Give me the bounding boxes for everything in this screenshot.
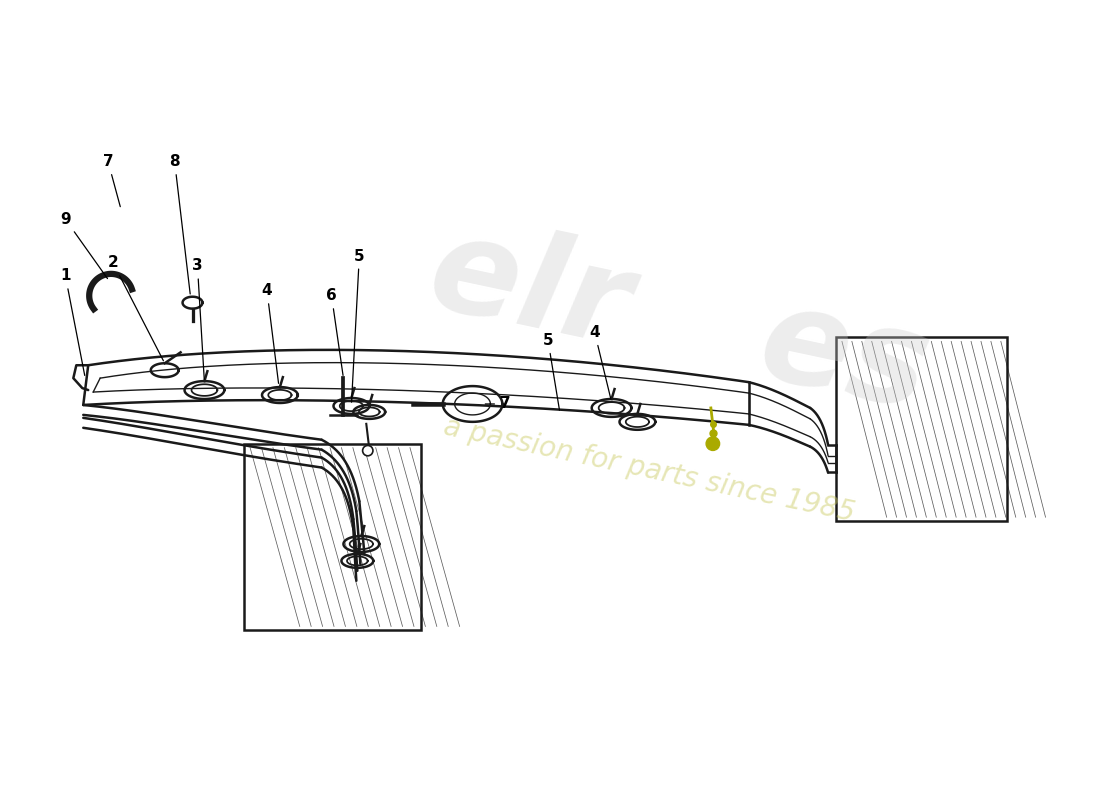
Text: 9: 9 <box>60 212 108 278</box>
Text: 3: 3 <box>192 258 205 379</box>
Bar <box>836 338 1006 521</box>
Circle shape <box>363 446 373 456</box>
Text: 2: 2 <box>108 255 164 361</box>
Text: 6: 6 <box>327 288 343 375</box>
Text: elr   es: elr es <box>418 206 939 435</box>
Text: 7: 7 <box>102 154 120 206</box>
Text: 4: 4 <box>590 325 610 399</box>
Bar <box>244 444 421 630</box>
Text: 7: 7 <box>485 397 510 411</box>
Text: 4: 4 <box>262 283 278 383</box>
Circle shape <box>706 437 719 450</box>
Text: a passion for parts since 1985: a passion for parts since 1985 <box>441 412 857 527</box>
Text: 5: 5 <box>542 333 560 410</box>
Text: 5: 5 <box>352 249 364 402</box>
Text: 8: 8 <box>169 154 190 294</box>
Text: 1: 1 <box>60 268 85 375</box>
